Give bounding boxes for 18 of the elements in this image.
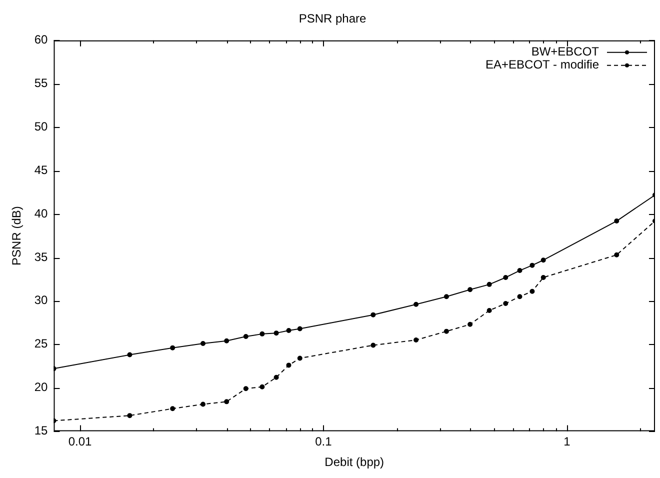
y-tick-label: 30 [34, 293, 48, 308]
x-tick-label: 0.01 [68, 434, 92, 449]
y-tick-label: 50 [34, 120, 48, 134]
legend-label: EA+EBCOT - modifie [486, 58, 600, 72]
y-tick-label: 55 [34, 76, 48, 90]
y-tick-label: 45 [34, 162, 48, 177]
x-axis-title: Debit (bpp) [324, 455, 384, 470]
x-tick-label: 1 [564, 434, 571, 449]
y-tick-label: 25 [34, 336, 48, 351]
y-tick-label: 20 [34, 380, 48, 394]
y-tick-label: 35 [34, 250, 48, 264]
y-tick-label: 15 [34, 424, 48, 438]
y-tick-label: 40 [34, 206, 48, 220]
legend-label: BW+EBCOT [531, 44, 600, 59]
y-tick-label: 60 [34, 32, 48, 47]
chart-title: PSNR phare [298, 12, 367, 26]
y-axis-title: PSNR (dB) [10, 206, 24, 266]
x-tick-label: 0.1 [315, 434, 332, 449]
